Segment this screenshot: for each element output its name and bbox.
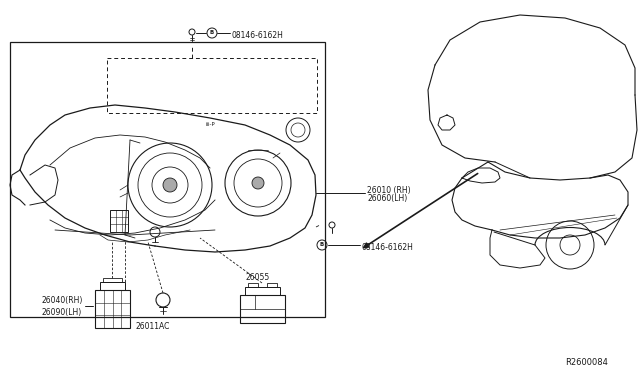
Circle shape	[252, 177, 264, 189]
Bar	[110, 210, 128, 232]
Bar	[107, 58, 317, 113]
Circle shape	[163, 178, 177, 192]
Text: B: B	[210, 31, 214, 35]
Text: 26060(LH): 26060(LH)	[367, 193, 407, 202]
Text: 26011AC: 26011AC	[136, 322, 170, 331]
Text: iii-P: iii-P	[205, 122, 215, 127]
Text: 26090(LH): 26090(LH)	[42, 308, 83, 317]
Text: 08146-6162H: 08146-6162H	[232, 32, 284, 41]
Text: 26055: 26055	[245, 273, 269, 282]
Bar	[100, 282, 125, 290]
Bar	[240, 295, 285, 323]
Bar	[245, 287, 280, 295]
Text: 26040(RH): 26040(RH)	[42, 295, 83, 305]
Bar	[267, 283, 277, 287]
Text: 08146-6162H: 08146-6162H	[362, 244, 414, 253]
Bar	[10, 42, 325, 317]
Bar	[103, 278, 122, 282]
Text: 26010 (RH): 26010 (RH)	[367, 186, 411, 195]
Text: B: B	[320, 243, 324, 247]
Text: R2600084: R2600084	[565, 358, 608, 367]
Bar	[248, 283, 258, 287]
Bar	[95, 290, 130, 328]
